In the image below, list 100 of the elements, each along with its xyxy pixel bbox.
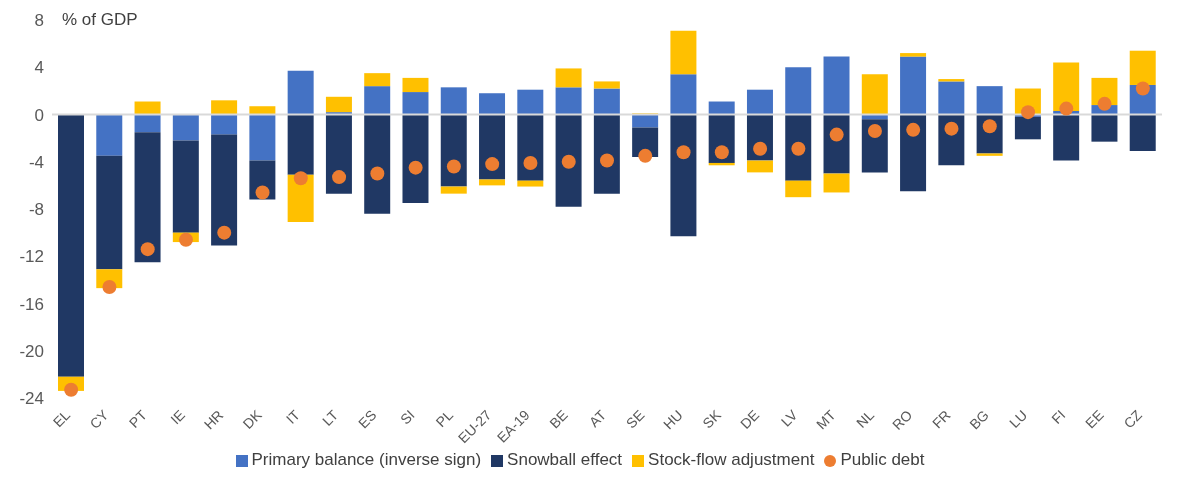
bar: [593, 88, 620, 115]
bar: [364, 86, 391, 115]
x-tick-label: RO: [889, 406, 916, 433]
x-tick-label: BE: [546, 406, 571, 432]
bar: [96, 114, 123, 156]
x-tick-label: SI: [397, 406, 418, 428]
point: [714, 145, 729, 160]
point: [408, 160, 423, 175]
x-tick-label: ES: [354, 406, 380, 432]
point: [638, 148, 653, 163]
point: [600, 153, 614, 168]
bar: [172, 140, 199, 233]
bar: [364, 73, 391, 87]
point: [64, 382, 79, 397]
x-tick-label: MT: [813, 406, 840, 433]
point: [1059, 101, 1074, 116]
bar: [134, 101, 161, 115]
legend-label: Primary balance (inverse sign): [251, 450, 482, 469]
y-tick-label: -20: [19, 341, 44, 361]
x-tick-label: NL: [853, 406, 878, 431]
legend-label: Snowball effect: [507, 450, 623, 469]
x-tick-label: BG: [966, 406, 992, 433]
x-tick-label: DE: [737, 406, 763, 432]
x-tick-label: PL: [432, 406, 457, 431]
y-axis-title: % of GDP: [62, 10, 138, 30]
bar: [517, 180, 544, 187]
bar: [479, 93, 506, 115]
bar: [823, 173, 850, 193]
bar: [555, 68, 582, 88]
point: [255, 185, 270, 200]
bar: [1014, 116, 1041, 140]
bar: [517, 89, 544, 115]
bar: [287, 114, 314, 175]
point: [906, 122, 921, 137]
x-tick-label: EL: [49, 406, 74, 431]
bar: [670, 30, 697, 75]
bar: [708, 101, 735, 115]
point: [1135, 81, 1150, 96]
bar: [402, 77, 429, 93]
bar: [976, 153, 1003, 156]
bar: [900, 56, 927, 115]
x-tick-label: AT: [585, 406, 610, 431]
x-tick-label: LV: [777, 406, 801, 430]
bar: [823, 56, 850, 115]
bar: [211, 134, 238, 246]
bar: [211, 100, 238, 115]
point: [370, 166, 385, 181]
y-tick-label: 0: [34, 105, 44, 125]
point: [829, 127, 844, 142]
bar: [440, 186, 467, 194]
bar: [900, 53, 927, 57]
point: [293, 171, 308, 186]
point: [1097, 96, 1112, 111]
bar: [96, 155, 123, 270]
point: [1021, 105, 1036, 120]
y-tick-label: 8: [34, 11, 44, 31]
bar: [555, 87, 582, 115]
x-tick-label: IE: [167, 406, 189, 428]
bar: [1129, 114, 1156, 152]
x-tick-label: HR: [200, 406, 227, 433]
bar: [325, 96, 352, 113]
bar: [555, 114, 582, 207]
x-tick-label: DK: [239, 406, 266, 432]
bar: [593, 81, 620, 89]
bar: [440, 87, 467, 115]
bar: [938, 81, 965, 115]
point: [446, 159, 461, 174]
bar: [670, 114, 697, 237]
bar: [479, 179, 506, 186]
bar: [402, 92, 429, 115]
point: [140, 242, 155, 257]
y-tick-label: 4: [34, 58, 44, 78]
y-tick-label: -8: [28, 200, 44, 220]
x-tick-label: SK: [699, 406, 725, 432]
bar: [58, 114, 84, 377]
point: [791, 141, 806, 156]
x-tick-label: PT: [125, 406, 151, 431]
bar: [364, 114, 391, 214]
y-tick-label: -24: [19, 389, 44, 409]
point: [217, 225, 232, 240]
x-tick-label: FI: [1048, 406, 1069, 427]
bar: [402, 114, 429, 204]
y-tick-label: -4: [28, 152, 44, 172]
bar: [1091, 114, 1118, 142]
point: [867, 124, 882, 139]
x-tick-label: LU: [1006, 406, 1031, 431]
bar: [249, 114, 276, 161]
point: [982, 119, 997, 134]
bar: [670, 74, 697, 115]
bar: [287, 70, 314, 115]
bar: [211, 114, 238, 135]
point: [178, 232, 193, 247]
y-tick-label: -12: [19, 247, 44, 267]
x-tick-label: LT: [319, 406, 342, 429]
x-tick-label: HU: [660, 406, 686, 433]
x-tick-label: CY: [86, 406, 112, 432]
bar: [861, 74, 888, 115]
bar: [1053, 62, 1080, 111]
bar: [785, 67, 812, 115]
x-tick-label: EE: [1082, 406, 1107, 432]
